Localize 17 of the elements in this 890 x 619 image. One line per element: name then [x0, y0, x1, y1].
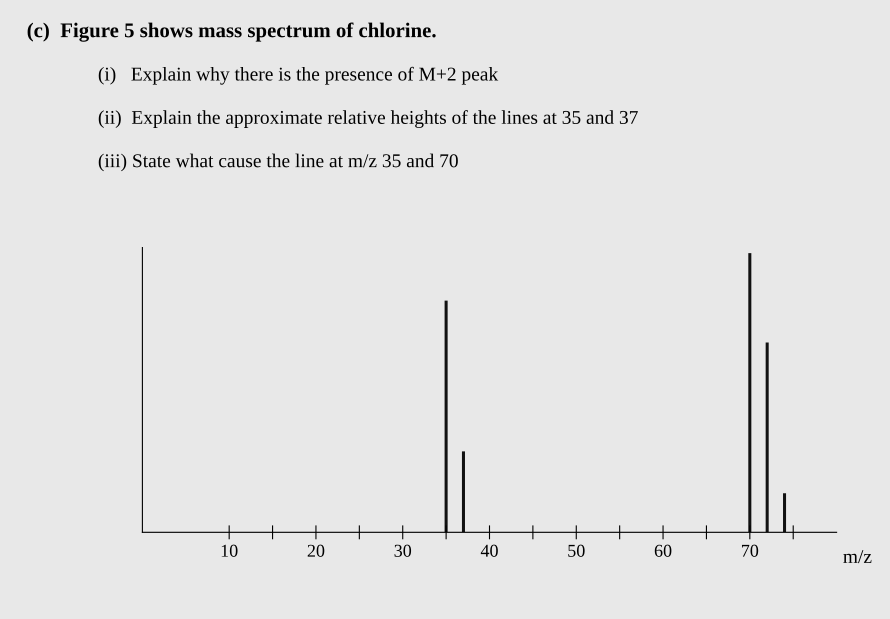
bar [783, 493, 786, 532]
text: (iii) State what cause the line at m/z 35 and 70 [98, 154, 458, 172]
x-axis-title: m/z [843, 550, 872, 564]
x-tick-label: 20 [308, 544, 324, 557]
x-tick-label: 60 [654, 544, 672, 557]
text: (i) Explain why there is the presence of M+2 peak [98, 66, 498, 85]
chart-title: (c) Figure 5 shows mass spectrum of chlorine. [28, 22, 436, 42]
bar [444, 300, 448, 532]
bar [766, 342, 769, 532]
x-tick-label: 10 [222, 544, 238, 557]
x-tick-label: 70 [742, 544, 758, 557]
bar [462, 451, 465, 532]
x-tick-label: 30 [394, 544, 412, 557]
text: (ii) Explain the approximate relative heights of the lines at 35 and 37 [98, 110, 638, 128]
x-tick-label: 50 [568, 544, 585, 557]
x-tick-label: 40 [480, 544, 498, 557]
bar [748, 253, 752, 532]
